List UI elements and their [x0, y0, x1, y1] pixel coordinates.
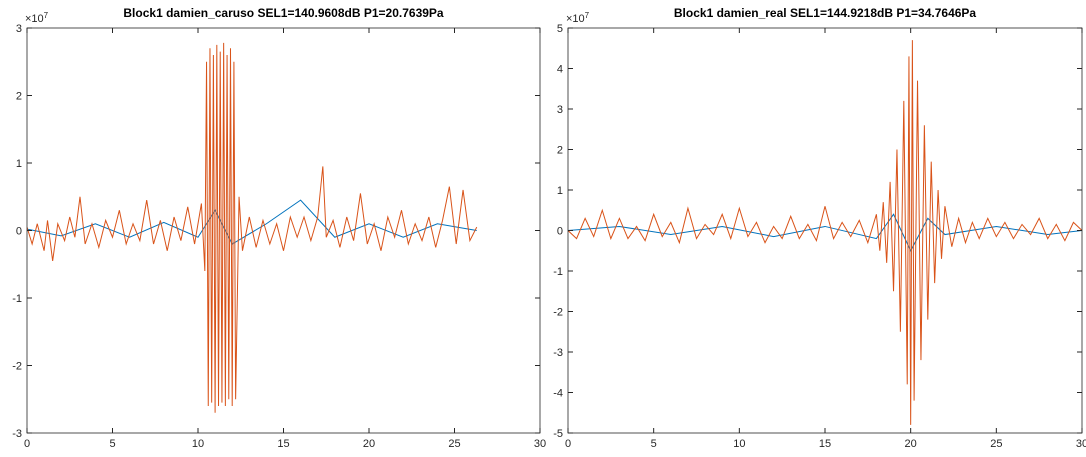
y-tick-label: 2 — [16, 91, 22, 103]
x-tick-label: 10 — [733, 438, 745, 450]
x-tick-label: 10 — [192, 438, 204, 450]
x-tick-label: 30 — [534, 438, 546, 450]
y-tick-label: 2 — [557, 145, 563, 157]
x-tick-label: 25 — [990, 438, 1002, 450]
x-tick-label: 15 — [819, 438, 831, 450]
y-multiplier: ×107 — [25, 11, 49, 25]
x-tick-label: 25 — [448, 438, 460, 450]
x-tick-label: 0 — [24, 438, 30, 450]
y-tick-label: -2 — [12, 361, 22, 373]
y-tick-label: 0 — [557, 226, 563, 238]
y-tick-label: -3 — [553, 347, 563, 359]
y-tick-label: -3 — [12, 428, 22, 440]
x-tick-label: 30 — [1076, 438, 1086, 450]
signal-line — [568, 40, 1082, 425]
y-tick-label: -1 — [553, 266, 563, 278]
y-tick-label: -1 — [12, 293, 22, 305]
multiplier-base: ×10 — [25, 13, 44, 25]
chart-title: Block1 damien_caruso SEL1=140.9608dB P1=… — [123, 6, 444, 20]
x-tick-label: 20 — [363, 438, 375, 450]
multiplier-exponent: 7 — [585, 11, 590, 20]
y-tick-label: 4 — [557, 64, 563, 76]
x-tick-label: 5 — [109, 438, 115, 450]
plot-area — [568, 28, 1082, 433]
x-tick-label: 15 — [277, 438, 289, 450]
x-tick-label: 20 — [905, 438, 917, 450]
multiplier-base: ×10 — [566, 13, 585, 25]
x-tick-label: 0 — [565, 438, 571, 450]
y-multiplier: ×107 — [566, 11, 590, 25]
y-tick-label: 5 — [557, 23, 563, 35]
plot-area — [27, 28, 540, 433]
y-tick-label: 1 — [16, 158, 22, 170]
multiplier-exponent: 7 — [44, 11, 49, 20]
axes: 0 5 10 15 20 25 30 -3 -2 -1 0 1 2 3×107 Block1 damien_… — [12, 6, 546, 450]
y-tick-label: -2 — [553, 307, 563, 319]
x-tick-label: 5 — [651, 438, 657, 450]
y-tick-label: -4 — [553, 388, 563, 400]
signal-line — [27, 199, 477, 245]
y-tick-label: 3 — [16, 23, 22, 35]
chart-title: Block1 damien_real SEL1=144.9218dB P1=34… — [674, 6, 977, 20]
y-tick-label: 1 — [557, 185, 563, 197]
y-tick-label: -5 — [553, 428, 563, 440]
signal-line — [27, 42, 478, 413]
y-tick-label: 0 — [16, 226, 22, 238]
y-tick-label: 3 — [557, 104, 563, 116]
